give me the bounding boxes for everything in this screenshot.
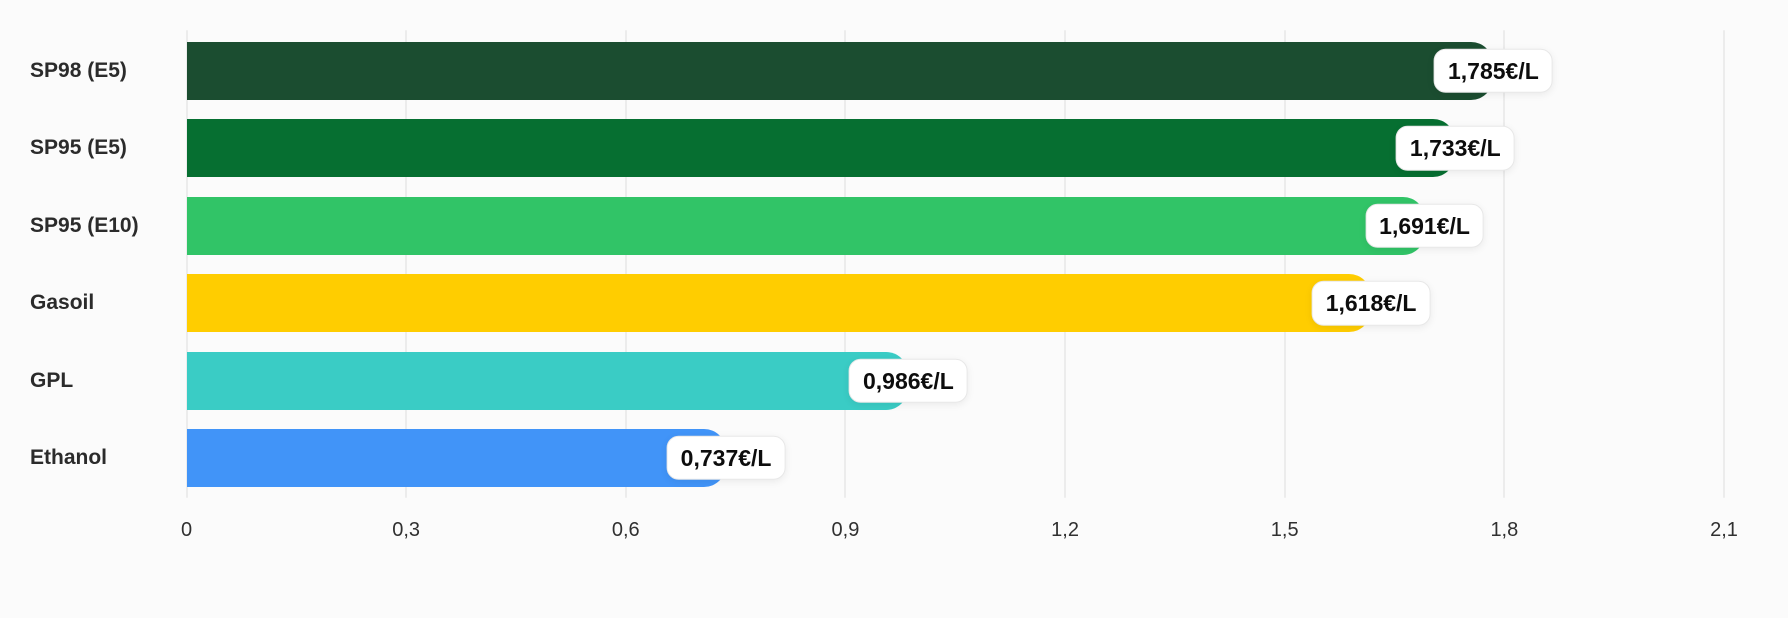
bar-sp95-e5[interactable] — [186, 119, 1456, 178]
bar-gasoil[interactable] — [186, 274, 1372, 333]
bar-ethanol[interactable] — [186, 429, 727, 487]
bar-gpl[interactable] — [186, 351, 909, 410]
category-label-gasoil: Gasoil — [30, 291, 95, 315]
bar-sp95-e10[interactable] — [186, 196, 1425, 255]
category-label-sp95-e5: SP95 (E5) — [30, 136, 127, 160]
gridline-0-3 — [405, 30, 408, 498]
gridline-0-6 — [624, 30, 627, 498]
gridline-0-9 — [844, 30, 847, 498]
gridline-1-2 — [1064, 30, 1067, 498]
value-badge-ethanol: 0,737€/L — [666, 435, 786, 481]
x-axis-tick-label: 1,8 — [1490, 519, 1519, 541]
value-badge-gasoil: 1,618€/L — [1311, 280, 1431, 326]
bar-sp98-e5[interactable] — [186, 42, 1494, 100]
category-label-sp98-e5: SP98 (E5) — [30, 59, 127, 82]
x-axis-tick-label: 0,6 — [611, 519, 640, 541]
x-axis-tick-label: 1,2 — [1051, 519, 1079, 541]
x-axis-tick-label: 0,9 — [831, 519, 860, 541]
gridline-1-8 — [1503, 30, 1506, 498]
category-label-gpl: GPL — [30, 368, 74, 392]
value-badge-sp95-e5: 1,733€/L — [1395, 126, 1515, 171]
gridline-2-1 — [1723, 30, 1725, 498]
gridline-1-5 — [1283, 30, 1286, 498]
x-axis-tick-label: 0 — [180, 519, 193, 541]
category-label-ethanol: Ethanol — [30, 446, 107, 469]
value-badge-gpl: 0,986€/L — [848, 358, 968, 403]
x-axis-tick-label: 2,1 — [1710, 519, 1738, 541]
gridline-0 — [185, 30, 188, 498]
value-badge-sp98-e5: 1,785€/L — [1433, 48, 1553, 94]
category-label-sp95-e10: SP95 (E10) — [30, 213, 139, 237]
value-badge-sp95-e10: 1,691€/L — [1365, 203, 1484, 249]
x-axis-tick-label: 0,3 — [392, 519, 421, 541]
x-axis-tick-label: 1,5 — [1270, 519, 1299, 541]
